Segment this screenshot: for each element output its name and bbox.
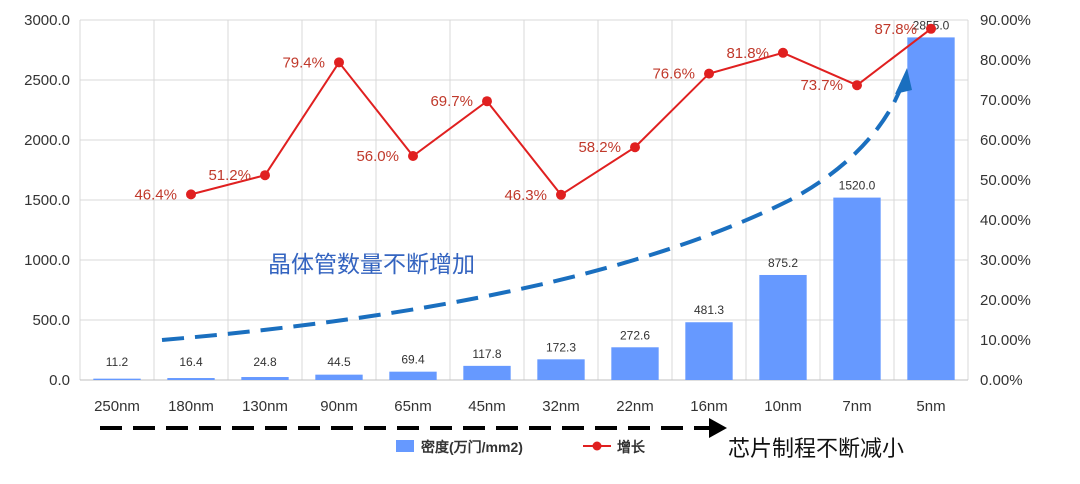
growth-label: 81.8% <box>726 45 769 62</box>
density-bars <box>93 37 955 381</box>
density-bar <box>93 378 141 380</box>
y-left-tick-label: 2500.0 <box>24 72 70 89</box>
growth-label: 46.4% <box>134 186 177 203</box>
y-left-tick-label: 0.0 <box>49 372 70 389</box>
x-tick-label: 45nm <box>468 398 506 415</box>
y-right-tick-label: 30.00% <box>980 252 1031 269</box>
density-bar-label: 117.8 <box>472 347 501 361</box>
density-bar <box>389 371 437 380</box>
density-bar <box>537 359 585 380</box>
density-bar <box>759 274 807 380</box>
x-tick-label: 32nm <box>542 398 580 415</box>
x-tick-label: 7nm <box>842 398 871 415</box>
growth-point <box>556 189 566 200</box>
growth-point <box>482 96 492 107</box>
trend-arrowhead <box>895 68 912 94</box>
growth-label: 69.7% <box>430 93 473 110</box>
density-bar <box>463 365 511 380</box>
x-tick-label: 10nm <box>764 398 802 415</box>
process-arrowhead <box>709 418 727 438</box>
density-bar <box>833 197 881 380</box>
y-left-tick-label: 2000.0 <box>24 132 70 149</box>
growth-label: 87.8% <box>874 21 917 38</box>
density-bar-label: 11.2 <box>106 355 129 369</box>
y-left-tick-label: 1000.0 <box>24 252 70 269</box>
trend-arrow <box>161 81 905 342</box>
x-tick-label: 250nm <box>94 398 140 415</box>
growth-point <box>852 80 862 91</box>
x-tick-label: 90nm <box>320 398 358 415</box>
x-tick-label: 65nm <box>394 398 432 415</box>
density-bar <box>907 37 955 381</box>
trend-annotation: 晶体管数量不断增加 <box>268 252 475 278</box>
y-left-tick-label: 500.0 <box>32 312 70 329</box>
legend-density-label: 密度(万门/mm2) <box>420 439 523 455</box>
growth-line <box>186 23 936 200</box>
density-bar-label: 24.8 <box>253 355 277 369</box>
y-right-tick-label: 40.00% <box>980 212 1031 229</box>
density-bar <box>167 378 215 380</box>
density-bar-label: 481.3 <box>694 303 724 317</box>
density-bar-label: 272.6 <box>620 328 650 342</box>
y-right-tick-label: 50.00% <box>980 172 1031 189</box>
legend-density-swatch <box>396 440 414 452</box>
growth-label: 51.2% <box>208 167 251 184</box>
legend-growth-label: 增长 <box>617 439 646 455</box>
growth-point <box>778 47 788 58</box>
growth-label: 58.2% <box>578 139 621 156</box>
density-bar-label: 172.3 <box>546 340 576 354</box>
x-tick-label: 5nm <box>916 398 945 415</box>
y-right-tick-label: 70.00% <box>980 92 1031 109</box>
density-bar <box>315 374 363 380</box>
legend-growth-marker <box>592 441 602 451</box>
growth-label: 73.7% <box>800 77 843 94</box>
y-right-tick-label: 80.00% <box>980 52 1031 69</box>
density-bar-label: 1520.0 <box>839 179 876 193</box>
x-tick-label: 16nm <box>690 398 728 415</box>
density-bar <box>685 322 733 380</box>
grid-lines <box>79 19 969 381</box>
growth-point <box>334 57 344 68</box>
x-tick-label: 130nm <box>242 398 288 415</box>
y-right-tick-label: 20.00% <box>980 292 1031 309</box>
y-right-tick-label: 60.00% <box>980 132 1031 149</box>
growth-label: 56.0% <box>356 148 399 165</box>
growth-point <box>260 170 270 181</box>
growth-point <box>186 189 196 200</box>
y-axis-left: 0.0 500.0 1000.0 1500.0 2000.0 2500.0 3000.0 <box>24 12 70 389</box>
density-bar-label: 69.4 <box>401 353 425 367</box>
y-right-tick-label: 90.00% <box>980 12 1031 29</box>
density-bar-label: 16.4 <box>179 355 203 369</box>
y-left-tick-label: 3000.0 <box>24 12 70 29</box>
density-bar-label: 875.2 <box>768 256 798 270</box>
y-right-tick-label: 10.00% <box>980 332 1031 349</box>
y-right-tick-label: 0.00% <box>980 372 1023 389</box>
x-axis: 250nm 180nm 130nm 90nm 65nm 45nm 32nm 22nm 16nm 1… <box>94 398 946 415</box>
growth-point <box>926 23 936 34</box>
growth-point <box>630 142 640 153</box>
density-bar <box>611 347 659 380</box>
y-left-tick-label: 1500.0 <box>24 192 70 209</box>
x-tick-label: 22nm <box>616 398 654 415</box>
x-tick-label: 180nm <box>168 398 214 415</box>
density-bar-label: 44.5 <box>327 355 351 369</box>
density-bar <box>241 377 289 380</box>
y-axis-right: 0.00% 10.00% 20.00% 30.00% 40.00% 50.00% 60.00… <box>980 12 1031 389</box>
growth-label: 76.6% <box>652 66 695 83</box>
process-annotation: 芯片制程不断减小 <box>728 437 904 462</box>
legend: 密度(万门/mm2) 增长 <box>396 439 646 455</box>
growth-labels: 46.4% 51.2% 79.4% 56.0% 69.7% 46.3% 58.2% 76.6%… <box>134 21 917 204</box>
growth-label: 46.3% <box>504 187 547 204</box>
growth-point <box>704 68 714 79</box>
growth-label: 79.4% <box>282 54 325 71</box>
growth-point <box>408 151 418 161</box>
